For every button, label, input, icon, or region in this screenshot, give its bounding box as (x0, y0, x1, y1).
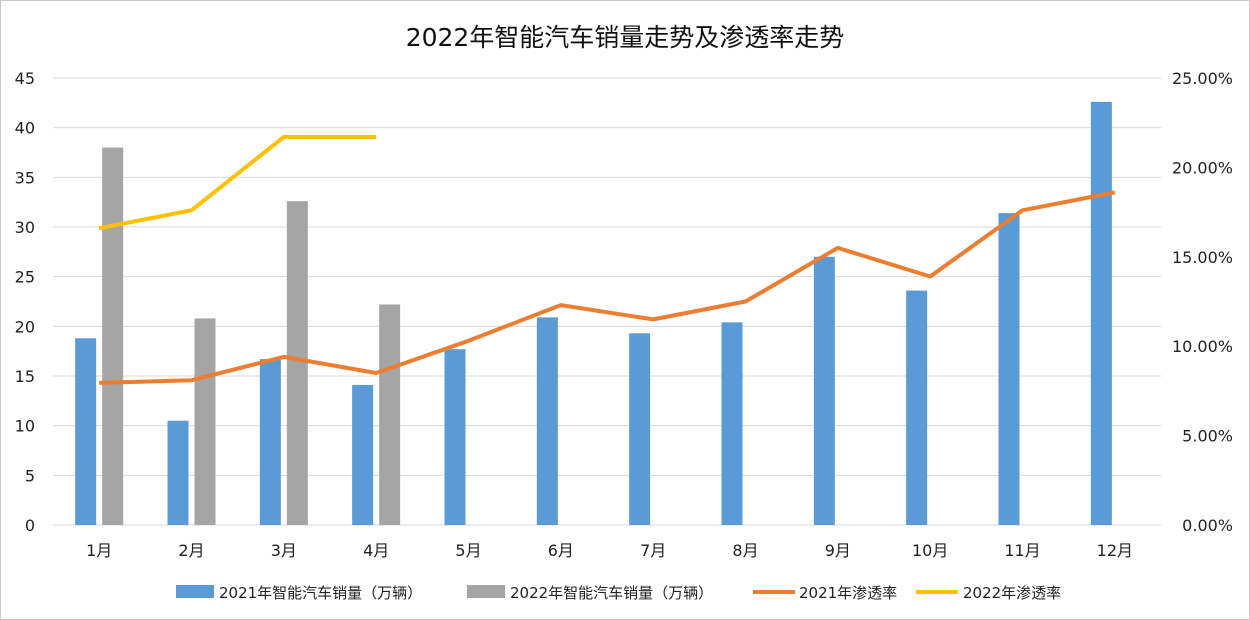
bar-s1-0 (102, 147, 124, 526)
x-tick-label: 5月 (455, 541, 481, 560)
left-tick-label: 40 (15, 119, 35, 138)
x-tick-label: 6月 (548, 541, 574, 560)
bar-s0-8 (813, 256, 835, 525)
chart-title: 2022年智能汽车销量走势及渗透率走势 (406, 23, 845, 52)
legend-swatch-0 (176, 585, 214, 598)
bar-s1-1 (194, 318, 216, 525)
left-tick-label: 5 (25, 466, 35, 485)
legend-swatch-1 (467, 585, 505, 598)
right-tick-label: 15.00% (1172, 248, 1233, 267)
bar-s0-11 (1090, 101, 1112, 525)
left-tick-label: 20 (15, 317, 35, 336)
x-tick-label: 12月 (1097, 541, 1133, 560)
bar-s0-1 (167, 420, 189, 525)
legend: 2021年智能汽车销量（万辆） 2022年智能汽车销量（万辆） 2021年渗透率 20… (176, 584, 1061, 602)
legend-label: 2022年智能汽车销量（万辆） (510, 584, 713, 602)
x-tick-label: 1月 (86, 541, 112, 560)
line-series-3 (98, 135, 377, 231)
left-tick-label: 30 (15, 218, 35, 237)
x-axis-ticks: 1月 2月 3月 4月 5月 6月 7月 8月 9月 10月 11月 12月 (86, 541, 1133, 560)
right-axis-ticks: 0.00% 5.00% 10.00% 15.00% 20.00% 25.00% (1172, 69, 1233, 535)
bar-s0-7 (721, 322, 743, 525)
bar-s0-9 (906, 290, 928, 525)
x-tick-label: 3月 (271, 541, 297, 560)
legend-label: 2021年智能汽车销量（万辆） (219, 584, 422, 602)
right-tick-label: 5.00% (1182, 427, 1233, 446)
bar-s0-6 (629, 333, 651, 525)
left-tick-label: 45 (15, 69, 35, 88)
right-tick-label: 20.00% (1172, 158, 1233, 177)
bar-s0-4 (444, 349, 466, 525)
left-tick-label: 35 (15, 168, 35, 187)
x-tick-label: 4月 (363, 541, 389, 560)
bar-s0-10 (998, 213, 1020, 526)
left-tick-label: 10 (15, 417, 35, 436)
legend-label: 2021年渗透率 (799, 584, 897, 602)
x-tick-label: 7月 (640, 541, 666, 560)
legend-label: 2022年渗透率 (963, 584, 1061, 602)
left-tick-label: 25 (15, 268, 35, 287)
left-tick-label: 0 (25, 516, 35, 535)
right-tick-label: 10.00% (1172, 337, 1233, 356)
x-tick-label: 8月 (732, 541, 758, 560)
right-tick-label: 25.00% (1172, 69, 1233, 88)
bar-s0-3 (352, 384, 374, 525)
bar-s0-0 (75, 338, 97, 525)
line-series-2 (99, 190, 1116, 385)
bar-series (75, 101, 1112, 526)
right-tick-label: 0.00% (1182, 516, 1233, 535)
bar-s1-3 (379, 304, 401, 525)
x-tick-label: 11月 (1004, 541, 1040, 560)
bar-s1-2 (286, 201, 308, 525)
bar-s0-5 (536, 317, 558, 525)
left-axis-ticks: 0 5 10 15 20 25 30 35 40 45 (15, 69, 35, 535)
left-tick-label: 15 (15, 367, 35, 386)
x-tick-label: 2月 (178, 541, 204, 560)
gridlines (53, 77, 1161, 526)
x-tick-label: 9月 (825, 541, 851, 560)
x-tick-label: 10月 (912, 541, 948, 560)
line-series (98, 135, 1116, 385)
bar-s0-2 (259, 359, 281, 525)
